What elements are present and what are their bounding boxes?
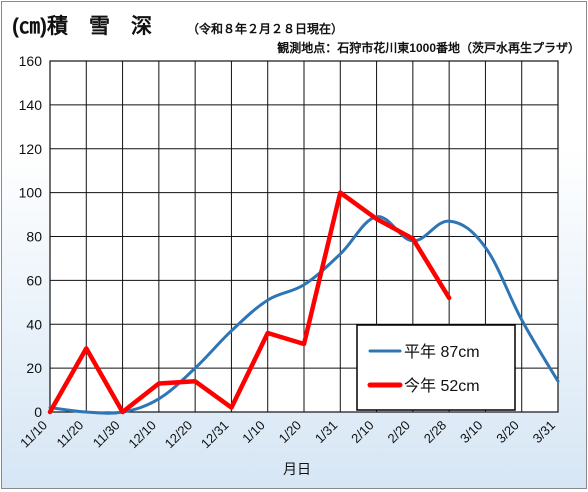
y-tick-label: 80: [26, 229, 42, 245]
y-tick-label: 20: [26, 360, 42, 376]
y-tick-label: 140: [19, 97, 43, 113]
x-tick-label: 1/31: [312, 418, 341, 447]
x-tick-label: 12/20: [162, 418, 196, 452]
legend-box: [356, 324, 516, 411]
series-layer: [47, 190, 560, 415]
y-tick-label: 100: [19, 185, 43, 201]
y-axis-ticks: 0 20 40 60 80 100 120 140 160: [19, 53, 43, 420]
x-tick-label: 11/20: [53, 418, 86, 451]
y-tick-label: 60: [26, 272, 42, 288]
x-tick-label: 12/31: [198, 418, 232, 452]
x-tick-label: 3/20: [493, 418, 522, 447]
x-axis-title: 月日: [283, 461, 311, 477]
x-tick-label: 3/10: [457, 418, 486, 447]
x-tick-label: 11/10: [17, 418, 50, 451]
series-line-normal: [48, 215, 560, 415]
chart-title: (㎝)積 雪 深: [12, 15, 152, 38]
x-axis-ticks: 11/10 11/20 11/30 12/10 12/20 12/31 1/10 1/20 1/…: [17, 418, 558, 452]
y-tick-label: 160: [19, 53, 43, 69]
plot-border: [49, 60, 559, 413]
series-line-current: [47, 190, 452, 415]
x-tick-label: 12/10: [125, 418, 159, 452]
legend-label: 平年 87cm: [404, 343, 480, 361]
x-tick-label: 11/30: [90, 418, 123, 451]
y-tick-label: 40: [26, 316, 42, 332]
x-tick-label: 2/28: [421, 418, 450, 447]
x-tick-label: 2/20: [384, 418, 413, 447]
x-tick-label: 1/20: [276, 418, 305, 447]
x-tick-label: 2/10: [348, 418, 377, 447]
legend-label: 今年 52cm: [404, 377, 480, 395]
x-tick-label: 3/31: [530, 418, 559, 447]
y-tick-label: 120: [19, 141, 43, 157]
legend: 平年 87cm 今年 52cm: [356, 324, 516, 411]
chart-subtitle: 観測地点：石狩市花川東1000番地（茨戸水再生プラザ）: [277, 40, 580, 55]
chart-title-note: （令和８年２月２８日現在）: [187, 21, 343, 36]
x-tick-label: 1/10: [239, 418, 268, 447]
y-tick-label: 0: [34, 404, 42, 420]
